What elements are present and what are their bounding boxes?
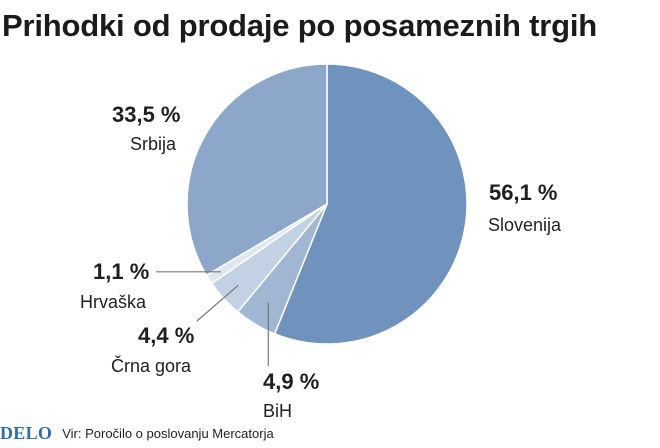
slice-label-crna-gora-name: Črna gora [111,355,192,376]
slice-label-srbija-value: 33,5 % [112,102,181,127]
delo-logo: DELO [0,422,53,443]
source-note: Vir: Poročilo o poslovanju Mercatorja [62,425,274,441]
pie-slices [186,63,468,345]
slice-label-bih-name: BiH [263,401,292,421]
chart-footer: DELO Vir: Poročilo o poslovanju Mercator… [0,421,274,445]
pie-slice-slovenija [273,63,468,345]
slice-label-slovenija-value: 56,1 % [489,180,558,205]
leader-line-crna-gora [196,284,239,322]
slice-label-hrvaska-name: Hrvaška [80,292,147,312]
pie-slice-srbija [186,63,328,277]
leader-lines [156,271,269,366]
slice-label-bih-value: 4,9 % [263,369,319,394]
slice-label-hrvaska-value: 1,1 % [93,259,149,284]
slice-label-crna-gora-value: 4,4 % [138,323,194,348]
slice-label-slovenija-name: Slovenija [488,215,562,235]
slice-label-srbija-name: Srbija [130,134,177,154]
chart-title: Prihodki od prodaje po posameznih trgih [2,8,598,43]
